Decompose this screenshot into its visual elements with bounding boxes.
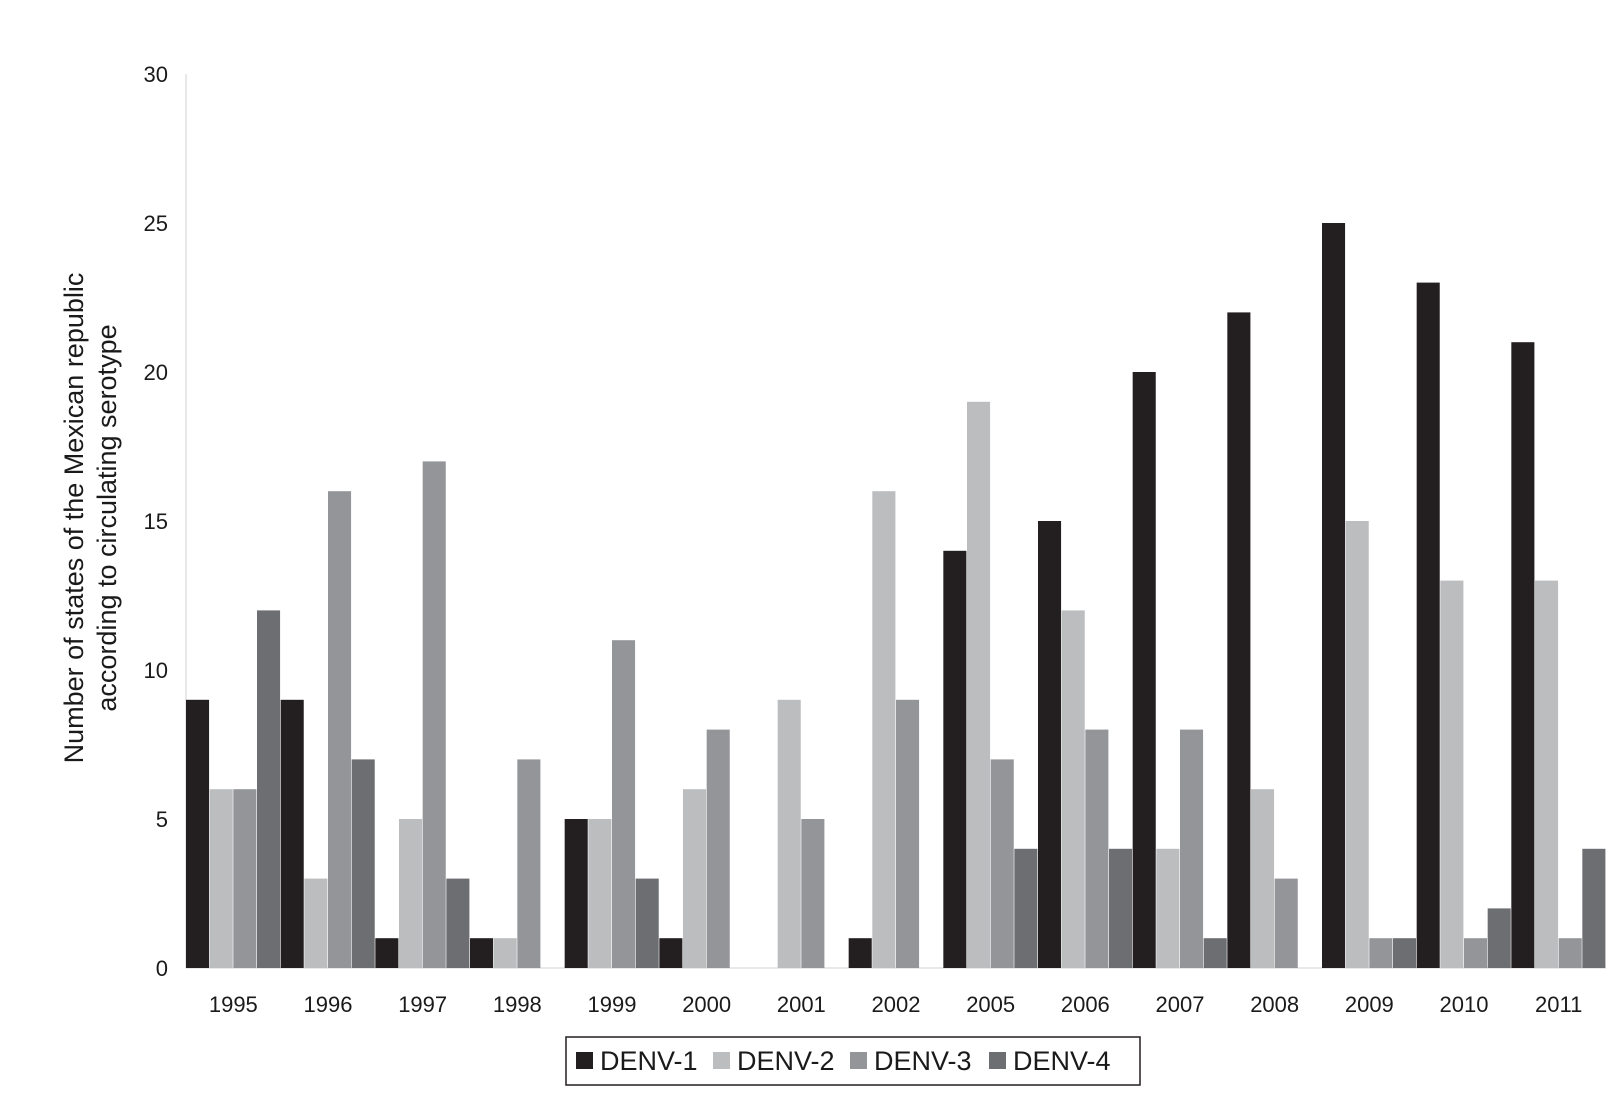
bar-denv-3-2007 (1180, 729, 1204, 968)
legend: DENV-1 DENV-2 DENV-3 DENV-4 (565, 1036, 1141, 1086)
legend-label-denv-4: DENV-4 (1013, 1046, 1111, 1076)
x-tick-label: 1998 (493, 992, 542, 1017)
bar-denv-3-1996 (328, 491, 352, 968)
y-tick-label: 5 (156, 807, 168, 832)
bar-denv-1-2000 (659, 938, 683, 968)
bar-denv-3-1995 (233, 789, 257, 968)
bar-denv-4-2010 (1487, 908, 1511, 968)
bar-denv-4-1997 (446, 878, 470, 968)
y-tick-label: 30 (144, 62, 168, 87)
bar-denv-1-2011 (1511, 342, 1535, 968)
bar-denv-3-1999 (612, 640, 636, 968)
bar-denv-4-1995 (257, 610, 281, 968)
x-tick-label: 2005 (966, 992, 1015, 1017)
bar-denv-1-1997 (375, 938, 399, 968)
bar-denv-3-2010 (1464, 938, 1488, 968)
y-tick-label: 15 (144, 509, 168, 534)
x-tick-label: 2008 (1250, 992, 1299, 1017)
x-tick-label: 1996 (304, 992, 353, 1017)
bar-denv-1-1999 (564, 819, 588, 968)
bar-denv-2-2006 (1061, 610, 1085, 968)
y-tick-label: 10 (144, 658, 168, 683)
y-tick-label: 20 (144, 360, 168, 385)
bar-denv-2-2009 (1345, 521, 1369, 968)
x-tick-label: 2001 (777, 992, 826, 1017)
bar-denv-2-2002 (872, 491, 896, 968)
legend-swatch-denv-2 (713, 1052, 730, 1069)
y-axis-title-line-1: Number of states of the Mexican republic (59, 273, 89, 764)
x-tick-label: 1995 (209, 992, 258, 1017)
bar-denv-1-2006 (1038, 521, 1062, 968)
bar-denv-1-2009 (1322, 223, 1346, 968)
bar-denv-1-1996 (280, 699, 304, 968)
x-tick-label: 2011 (1535, 992, 1582, 1017)
bar-denv-3-2009 (1369, 938, 1393, 968)
legend-label-denv-1: DENV-1 (600, 1046, 698, 1076)
x-tick-label: 1997 (398, 992, 447, 1017)
bar-denv-4-2009 (1393, 938, 1417, 968)
bar-denv-1-1998 (470, 938, 494, 968)
bar-denv-2-1997 (399, 819, 423, 968)
x-tick-label: 2002 (872, 992, 921, 1017)
bar-denv-3-2000 (706, 729, 730, 968)
bars (186, 223, 1606, 969)
x-tick-label: 2009 (1345, 992, 1394, 1017)
y-tick-label: 25 (144, 211, 168, 236)
bar-denv-2-2001 (777, 699, 801, 968)
x-tick-labels: 1995 1996 1997 1998 1999 2000 2001 2002 2005 2006… (209, 992, 1582, 1017)
bar-denv-3-1998 (517, 759, 541, 968)
x-tick-label: 2006 (1061, 992, 1110, 1017)
bar-denv-3-2005 (990, 759, 1014, 968)
bar-denv-2-1999 (588, 819, 612, 968)
bar-denv-3-2001 (801, 819, 825, 968)
bar-denv-2-2005 (967, 401, 991, 968)
bar-denv-3-1997 (422, 461, 446, 968)
bar-denv-4-2011 (1582, 848, 1606, 968)
y-tick-label: 0 (156, 956, 168, 981)
bar-denv-2-2008 (1251, 789, 1275, 968)
bar-denv-1-2010 (1416, 282, 1440, 969)
y-axis-title: Number of states of the Mexican republic… (59, 273, 122, 764)
bar-denv-3-2002 (896, 699, 920, 968)
bar-denv-4-2005 (1014, 848, 1038, 968)
bar-denv-1-2007 (1132, 372, 1156, 968)
x-tick-label: 1999 (588, 992, 637, 1017)
legend-label-denv-2: DENV-2 (737, 1046, 835, 1076)
x-tick-label: 2010 (1440, 992, 1489, 1017)
bar-denv-2-1998 (493, 938, 517, 968)
bar-denv-4-2006 (1109, 848, 1133, 968)
legend-swatch-denv-4 (989, 1052, 1006, 1069)
legend-swatch-denv-1 (576, 1052, 593, 1069)
x-tick-label: 2000 (682, 992, 731, 1017)
bar-denv-3-2011 (1558, 938, 1582, 968)
bar-denv-4-1996 (351, 759, 375, 968)
bar-denv-2-1995 (209, 789, 233, 968)
bar-denv-2-2007 (1156, 848, 1180, 968)
bar-denv-1-2008 (1227, 312, 1251, 968)
bar-denv-2-2000 (683, 789, 707, 968)
bar-denv-1-2005 (943, 550, 967, 968)
bar-denv-1-1995 (186, 699, 210, 968)
y-tick-labels: 0 5 10 15 20 25 30 (144, 62, 168, 981)
x-tick-label: 2007 (1156, 992, 1205, 1017)
bar-denv-4-1999 (635, 878, 659, 968)
bar-denv-1-2002 (848, 938, 872, 968)
bar-denv-2-2010 (1440, 580, 1464, 968)
legend-swatch-denv-3 (850, 1052, 867, 1069)
bar-denv-3-2006 (1085, 729, 1109, 968)
bar-denv-3-2008 (1274, 878, 1298, 968)
bar-denv-2-1996 (304, 878, 328, 968)
y-axis-title-line-2: according to circulating serotype (92, 324, 122, 711)
legend-label-denv-3: DENV-3 (874, 1046, 972, 1076)
bar-denv-2-2011 (1535, 580, 1559, 968)
bar-denv-4-2007 (1203, 938, 1227, 968)
